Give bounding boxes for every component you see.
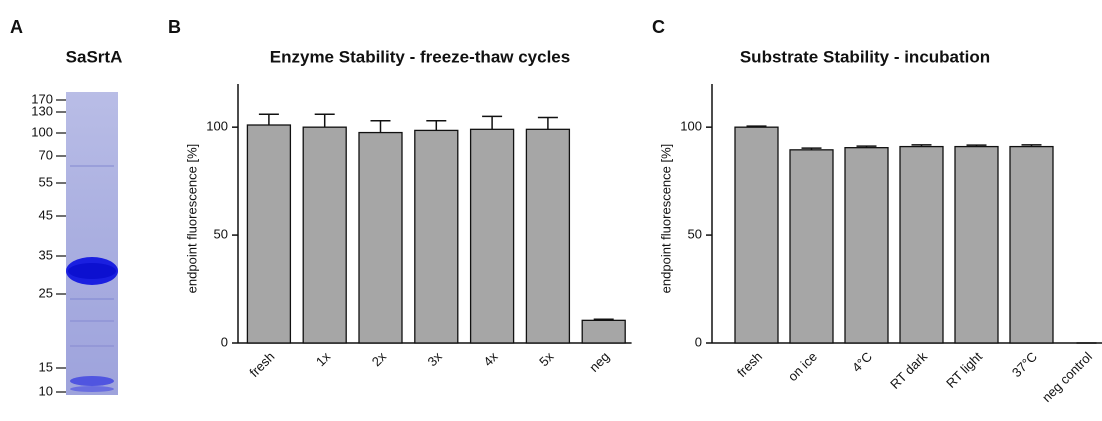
- y-tick-label: 0: [695, 334, 702, 349]
- bar: [471, 129, 514, 343]
- marker-label: 10: [39, 383, 53, 398]
- bar: [526, 129, 569, 343]
- x-tick-label: 4x: [480, 349, 501, 370]
- bar: [790, 150, 833, 343]
- chart-title: Enzyme Stability - freeze-thaw cycles: [270, 47, 570, 66]
- x-tick-label: on ice: [785, 349, 820, 384]
- panel-label: C: [652, 17, 665, 37]
- bar: [735, 127, 778, 343]
- x-tick-label: neg control: [1039, 349, 1095, 405]
- marker-label: 25: [39, 285, 53, 300]
- y-tick-label: 0: [221, 334, 228, 349]
- bar: [303, 127, 346, 343]
- marker-label: 15: [39, 359, 53, 374]
- marker-label: 100: [31, 124, 53, 139]
- panel-label: A: [10, 17, 23, 37]
- bar: [1010, 147, 1053, 343]
- x-tick-label: 3x: [425, 349, 446, 370]
- bar: [247, 125, 290, 343]
- figure: A SaSrtA 17013010070554535251510BEnzyme …: [0, 0, 1102, 421]
- x-tick-label: fresh: [246, 349, 277, 380]
- marker-label: 35: [39, 247, 53, 262]
- y-axis-label: endpoint fluorescence [%]: [184, 144, 199, 294]
- x-tick-label: 5x: [536, 349, 557, 370]
- y-axis-label: endpoint fluorescence [%]: [658, 144, 673, 294]
- gel-lane: [66, 92, 118, 395]
- y-tick-label: 100: [680, 119, 702, 134]
- x-tick-label: 1x: [313, 349, 334, 370]
- x-tick-label: RT dark: [887, 349, 930, 392]
- marker-label: 45: [39, 207, 53, 222]
- bar: [955, 147, 998, 343]
- x-tick-label: fresh: [734, 349, 765, 380]
- y-tick-label: 50: [214, 227, 228, 242]
- marker-label: 130: [31, 103, 53, 118]
- y-tick-label: 50: [688, 227, 702, 242]
- x-tick-label: 2x: [369, 349, 390, 370]
- bar: [900, 147, 943, 343]
- x-tick-label: neg: [586, 349, 612, 375]
- bar: [845, 148, 888, 343]
- x-tick-label: 4°C: [849, 349, 875, 375]
- x-tick-label: RT light: [943, 349, 985, 391]
- marker-label: 55: [39, 174, 53, 189]
- y-tick-label: 100: [206, 119, 228, 134]
- chart-title: Substrate Stability - incubation: [740, 47, 990, 66]
- gel-title: SaSrtA: [66, 47, 123, 66]
- bar: [415, 130, 458, 343]
- marker-label: 70: [39, 147, 53, 162]
- bar: [359, 133, 402, 343]
- x-tick-label: 37°C: [1009, 349, 1040, 380]
- panel-label: B: [168, 17, 181, 37]
- bar: [582, 320, 625, 343]
